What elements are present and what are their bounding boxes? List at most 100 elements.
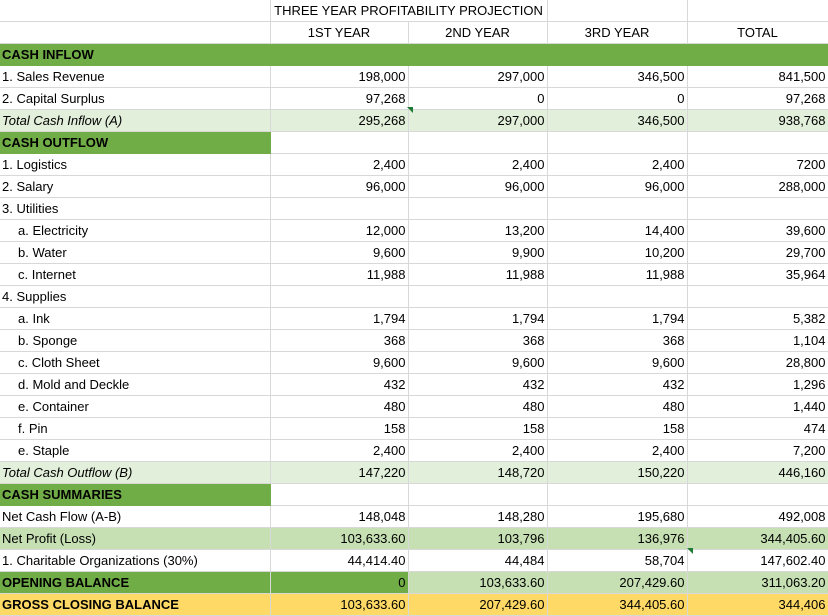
value-year2[interactable]: 148,720 <box>408 461 548 484</box>
value-year3[interactable]: 207,429.60 <box>547 571 688 594</box>
value-year3[interactable]: 344,405.60 <box>547 593 688 616</box>
row-label[interactable]: 1. Charitable Organizations (30%) <box>0 549 271 572</box>
value-year1[interactable]: 147,220 <box>270 461 409 484</box>
value-year2[interactable]: 9,900 <box>408 241 548 264</box>
cell-empty[interactable] <box>0 21 271 44</box>
value-total[interactable]: 474 <box>687 417 828 440</box>
value-total[interactable]: 344,405.60 <box>687 527 828 550</box>
value-year3[interactable]: 150,220 <box>547 461 688 484</box>
row-label[interactable]: c. Cloth Sheet <box>0 351 271 374</box>
row-label[interactable]: b. Water <box>0 241 271 264</box>
value-total[interactable]: 7,200 <box>687 439 828 462</box>
value-year3[interactable]: 480 <box>547 395 688 418</box>
value-year2[interactable]: 368 <box>408 329 548 352</box>
value-year3[interactable]: 432 <box>547 373 688 396</box>
value-year3[interactable]: 368 <box>547 329 688 352</box>
value-total[interactable]: 311,063.20 <box>687 571 828 594</box>
cell-empty[interactable] <box>408 483 548 506</box>
value-total[interactable]: 1,296 <box>687 373 828 396</box>
value-total[interactable]: 97,268 <box>687 87 828 110</box>
value-year2[interactable]: 207,429.60 <box>408 593 548 616</box>
cell-empty[interactable] <box>0 0 271 22</box>
value-year2[interactable]: 148,280 <box>408 505 548 528</box>
value-total[interactable]: 344,406 <box>687 593 828 616</box>
value-total[interactable]: 841,500 <box>687 65 828 88</box>
value-year2[interactable]: 9,600 <box>408 351 548 374</box>
row-label[interactable]: e. Container <box>0 395 271 418</box>
cell-empty[interactable] <box>270 131 409 154</box>
cell-empty[interactable] <box>687 483 828 506</box>
value-year1[interactable]: 11,988 <box>270 263 409 286</box>
cell-empty[interactable] <box>270 43 409 66</box>
row-label[interactable]: Net Cash Flow (A-B) <box>0 505 271 528</box>
value-year1[interactable]: 1,794 <box>270 307 409 330</box>
value-year2[interactable]: 0 <box>408 87 548 110</box>
value-year3[interactable]: 1,794 <box>547 307 688 330</box>
cell-empty[interactable] <box>547 131 688 154</box>
value-total[interactable]: 288,000 <box>687 175 828 198</box>
value-year3[interactable]: 158 <box>547 417 688 440</box>
row-label[interactable]: Total Cash Inflow (A) <box>0 109 271 132</box>
value-year2[interactable]: 2,400 <box>408 153 548 176</box>
value-year1[interactable]: 368 <box>270 329 409 352</box>
value-year1[interactable]: 295,268 <box>270 109 409 132</box>
error-indicator-icon[interactable] <box>687 548 693 554</box>
row-label[interactable]: b. Sponge <box>0 329 271 352</box>
value-year2[interactable]: 44,484 <box>408 549 548 572</box>
value-year1[interactable]: 103,633.60 <box>270 527 409 550</box>
value-total[interactable]: 1,104 <box>687 329 828 352</box>
header-2nd-year[interactable]: 2ND YEAR <box>408 21 548 44</box>
value-total[interactable]: 938,768 <box>687 109 828 132</box>
cell-empty[interactable] <box>547 197 688 220</box>
value-year1[interactable]: 0 <box>270 571 409 594</box>
value-year3[interactable]: 346,500 <box>547 65 688 88</box>
cell-empty[interactable] <box>270 483 409 506</box>
cell-empty[interactable] <box>687 197 828 220</box>
value-year2[interactable]: 432 <box>408 373 548 396</box>
cell-empty[interactable] <box>687 43 828 66</box>
value-total[interactable]: 147,602.40 <box>687 549 828 572</box>
row-label[interactable]: c. Internet <box>0 263 271 286</box>
value-year2[interactable]: 480 <box>408 395 548 418</box>
value-year1[interactable]: 432 <box>270 373 409 396</box>
value-year1[interactable]: 44,414.40 <box>270 549 409 572</box>
cell-empty[interactable] <box>270 285 409 308</box>
value-year3[interactable]: 136,976 <box>547 527 688 550</box>
value-year1[interactable]: 97,268 <box>270 87 409 110</box>
cell-empty[interactable] <box>687 0 828 22</box>
cell-empty[interactable] <box>408 197 548 220</box>
cell-empty[interactable] <box>408 131 548 154</box>
value-year2[interactable]: 158 <box>408 417 548 440</box>
section-label[interactable]: CASH SUMMARIES <box>0 483 271 506</box>
value-year3[interactable]: 9,600 <box>547 351 688 374</box>
row-label[interactable]: e. Staple <box>0 439 271 462</box>
sheet-title[interactable]: THREE YEAR PROFITABILITY PROJECTION <box>270 0 548 22</box>
row-label[interactable]: Total Cash Outflow (B) <box>0 461 271 484</box>
cell-empty[interactable] <box>547 483 688 506</box>
row-label[interactable]: a. Ink <box>0 307 271 330</box>
row-label[interactable]: 2. Capital Surplus <box>0 87 271 110</box>
value-year2[interactable]: 1,794 <box>408 307 548 330</box>
value-total[interactable]: 39,600 <box>687 219 828 242</box>
value-year2[interactable]: 13,200 <box>408 219 548 242</box>
row-label[interactable]: 1. Sales Revenue <box>0 65 271 88</box>
header-3rd-year[interactable]: 3RD YEAR <box>547 21 688 44</box>
value-year1[interactable]: 148,048 <box>270 505 409 528</box>
value-year2[interactable]: 103,796 <box>408 527 548 550</box>
section-label[interactable]: CASH OUTFLOW <box>0 131 271 154</box>
header-1st-year[interactable]: 1ST YEAR <box>270 21 409 44</box>
row-label[interactable]: 1. Logistics <box>0 153 271 176</box>
value-total[interactable]: 492,008 <box>687 505 828 528</box>
row-label[interactable]: GROSS CLOSING BALANCE <box>0 593 271 616</box>
value-year1[interactable]: 2,400 <box>270 153 409 176</box>
cell-empty[interactable] <box>270 197 409 220</box>
cell-empty[interactable] <box>547 43 688 66</box>
cell-empty[interactable] <box>687 131 828 154</box>
value-year3[interactable]: 14,400 <box>547 219 688 242</box>
value-total[interactable]: 7200 <box>687 153 828 176</box>
value-year3[interactable]: 0 <box>547 87 688 110</box>
value-year3[interactable]: 11,988 <box>547 263 688 286</box>
value-year3[interactable]: 96,000 <box>547 175 688 198</box>
cell-empty[interactable] <box>547 285 688 308</box>
cell-empty[interactable] <box>408 43 548 66</box>
